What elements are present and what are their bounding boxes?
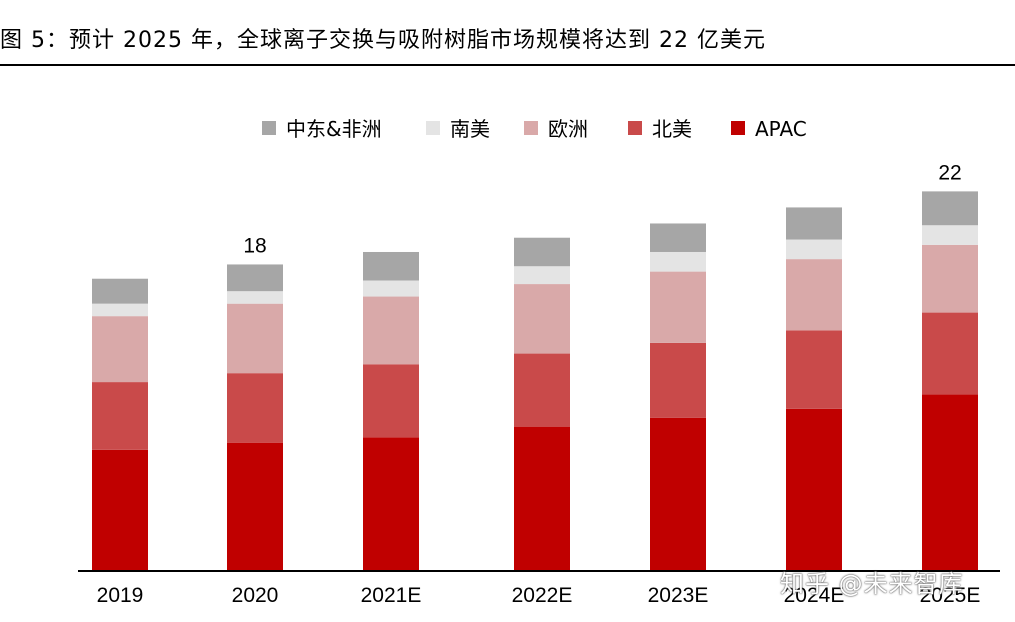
chart-legend: 中东&非洲 南美 欧洲 北美 APAC (262, 117, 807, 141)
legend-label-south-america: 南美 (450, 117, 490, 141)
x-tick-label-2021e: 2021E (361, 584, 422, 607)
bar-segment-south-america-2020 (227, 291, 283, 304)
bar-segment-middle-east-africa-2021e (363, 251, 419, 281)
bar-segment-middle-east-africa-2020 (227, 264, 283, 292)
bar-segment-apac-2020 (227, 442, 283, 571)
legend-swatch-south-america (426, 121, 440, 135)
bar-segment-north-america-2021e (363, 364, 419, 438)
bar-area (92, 191, 978, 571)
bar-segment-south-america-2021e (363, 280, 419, 297)
bar-segment-apac-2022e (514, 426, 570, 571)
bar-segment-europe-2023e (650, 271, 706, 343)
legend-swatch-north-america (628, 121, 642, 135)
legend-label-apac: APAC (755, 117, 807, 141)
bar-segment-apac-2024e (786, 408, 842, 571)
total-label-2025e: 22 (938, 161, 961, 184)
x-axis-ticks: 2019 2020 2021E 2022E 2023E 2024E 2025E (97, 584, 981, 607)
bar-segment-europe-2025e (922, 244, 978, 313)
bar-segment-apac-2023e (650, 417, 706, 571)
legend-swatch-middle-east-africa (262, 121, 276, 135)
bar-segment-middle-east-africa-2022e (514, 237, 570, 267)
bar-stack-2021e (363, 251, 419, 571)
bar-segment-middle-east-africa-2025e (922, 191, 978, 226)
x-tick-label-2025e: 2025E (920, 584, 981, 607)
bar-segment-europe-2022e (514, 284, 570, 354)
bar-segment-north-america-2022e (514, 353, 570, 427)
bar-segment-south-america-2019 (92, 303, 148, 317)
legend-swatch-europe (524, 121, 538, 135)
legend-label-middle-east-africa: 中东&非洲 (286, 117, 382, 141)
bar-segment-north-america-2025e (922, 312, 978, 395)
legend-item-middle-east-africa: 中东&非洲 (262, 117, 382, 141)
bar-segment-europe-2020 (227, 303, 283, 374)
chart-title: 图 5：预计 2025 年，全球离子交换与吸附树脂市场规模将达到 22 亿美元 (0, 28, 766, 53)
bar-segment-apac-2025e (922, 394, 978, 571)
bar-segment-north-america-2023e (650, 342, 706, 418)
x-tick-label-2019: 2019 (97, 584, 144, 607)
bar-stack-2020 (227, 264, 283, 571)
bar-stack-2023e (650, 223, 706, 571)
bar-segment-south-america-2023e (650, 251, 706, 272)
bar-stack-2022e (514, 237, 570, 571)
legend-item-apac: APAC (731, 117, 807, 141)
bar-segment-north-america-2024e (786, 330, 842, 409)
bar-segment-middle-east-africa-2019 (92, 278, 148, 304)
legend-label-north-america: 北美 (652, 117, 692, 141)
bar-segment-middle-east-africa-2024e (786, 207, 842, 240)
bar-stack-2025e (922, 191, 978, 571)
title-divider (0, 64, 1015, 66)
legend-label-europe: 欧洲 (548, 117, 588, 141)
legend-item-europe: 欧洲 (524, 117, 588, 141)
bar-segment-middle-east-africa-2023e (650, 223, 706, 252)
legend-swatch-apac (731, 121, 745, 135)
x-tick-label-2023e: 2023E (648, 584, 709, 607)
bar-stack-2024e (786, 207, 842, 571)
bar-segment-europe-2024e (786, 259, 842, 331)
bar-segment-europe-2019 (92, 316, 148, 383)
watermark: 知乎 @未来智库 (780, 570, 964, 598)
x-tick-label-2024e: 2024E (784, 584, 845, 607)
bar-segment-europe-2021e (363, 296, 419, 365)
bar-segment-south-america-2025e (922, 225, 978, 245)
bar-stack-2019 (92, 278, 148, 571)
legend-item-south-america: 南美 (426, 117, 490, 141)
bar-segment-south-america-2024e (786, 239, 842, 260)
bar-segment-apac-2021e (363, 437, 419, 571)
x-tick-label-2020: 2020 (232, 584, 279, 607)
legend-item-north-america: 北美 (628, 117, 692, 141)
bar-segment-apac-2019 (92, 449, 148, 571)
bar-segment-north-america-2019 (92, 382, 148, 450)
bar-segment-north-america-2020 (227, 373, 283, 443)
x-tick-label-2022e: 2022E (512, 584, 573, 607)
bar-segment-south-america-2022e (514, 266, 570, 285)
total-label-2020: 18 (243, 234, 266, 257)
